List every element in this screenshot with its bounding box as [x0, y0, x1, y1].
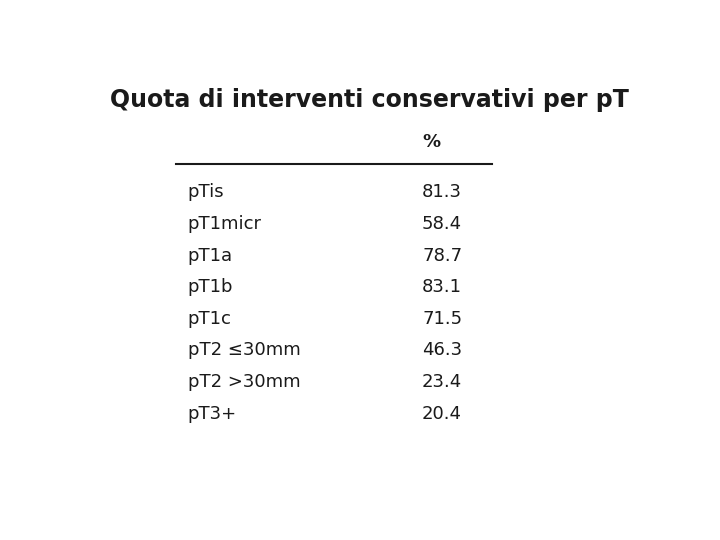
Text: 71.5: 71.5 [422, 310, 462, 328]
Text: pT2 ≤30mm: pT2 ≤30mm [188, 341, 300, 359]
Text: pT1micr: pT1micr [188, 215, 261, 233]
Text: Quota di interventi conservativi per pT: Quota di interventi conservativi per pT [109, 87, 629, 112]
Text: pT1c: pT1c [188, 310, 232, 328]
Text: pT1b: pT1b [188, 278, 233, 296]
Text: pTis: pTis [188, 183, 224, 201]
Text: 83.1: 83.1 [422, 278, 462, 296]
Text: 46.3: 46.3 [422, 341, 462, 359]
Text: 23.4: 23.4 [422, 373, 462, 391]
Text: %: % [422, 133, 440, 151]
Text: pT1a: pT1a [188, 246, 233, 265]
Text: pT2 >30mm: pT2 >30mm [188, 373, 300, 391]
Text: pT3+: pT3+ [188, 404, 237, 422]
Text: 58.4: 58.4 [422, 215, 462, 233]
Text: 20.4: 20.4 [422, 404, 462, 422]
Text: 78.7: 78.7 [422, 246, 462, 265]
Text: 81.3: 81.3 [422, 183, 462, 201]
